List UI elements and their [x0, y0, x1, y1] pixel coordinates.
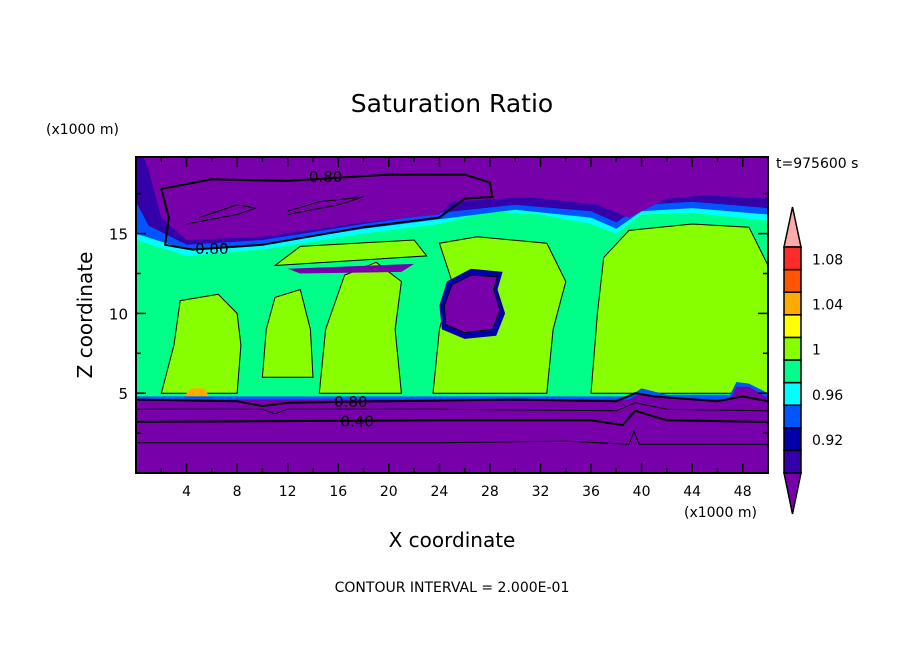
x-tick-label: 44: [683, 484, 701, 500]
contour-line: [160, 173, 494, 251]
x-tick-label: 28: [481, 484, 499, 500]
colorbar-swatch: [783, 268, 802, 293]
x-tick-label: 16: [329, 484, 347, 500]
x-axis: 4 8 12 16 20 24 28 32 36 40 44 48: [160, 157, 752, 500]
colorbar-swatch: [783, 381, 802, 406]
contour-interval-footer: CONTOUR INTERVAL = 2.000E-01: [335, 580, 570, 596]
contour-label: 0.80: [334, 393, 367, 411]
x-tick-label: 48: [734, 484, 752, 500]
colorbar-swatch: [783, 427, 802, 452]
x-tick-label: 4: [182, 484, 191, 500]
colorbar-swatch: [783, 336, 802, 361]
x-tick-label: 20: [380, 484, 398, 500]
time-label: t=975600 s: [776, 156, 858, 172]
region-yellowgreen: [160, 293, 242, 394]
contour-line: [186, 204, 257, 225]
x-units-label: (x1000 m): [684, 505, 757, 521]
colorbar-extend-min: [783, 472, 802, 515]
region-purple-streak: [287, 263, 415, 274]
contour-label: 0.80: [195, 240, 228, 258]
colorbar-swatch: [783, 291, 802, 316]
region-yellowgreen: [261, 288, 314, 378]
region-yellowgreen: [590, 223, 768, 394]
y-axis-label: Z coordinate: [73, 252, 97, 379]
chart-title: Saturation Ratio: [351, 89, 553, 118]
y-tick-label: 10: [109, 305, 128, 323]
contour-line-0.80: [136, 392, 768, 408]
colorbar-swatch: [783, 449, 802, 474]
x-tick-label: 40: [633, 484, 651, 500]
region-orange: [184, 388, 210, 397]
y-axis: 5 10 15: [109, 192, 768, 434]
x-tick-label: 36: [582, 484, 600, 500]
colorbar-swatch: [783, 359, 802, 384]
contour-field: 0.800.800.800.40: [136, 157, 768, 473]
x-axis-label: X coordinate: [389, 528, 516, 552]
x-tick-label: 24: [430, 484, 448, 500]
colorbar-swatch: [783, 314, 802, 339]
colorbar-label: 1: [812, 343, 821, 359]
colorbar-label: 1.08: [812, 252, 843, 268]
colorbar-swatch: [783, 246, 802, 271]
colorbar: 0.92 0.96 1 1.04 1.08: [783, 206, 843, 515]
region-purple-pocket: [443, 274, 501, 334]
colorbar-label: 0.92: [812, 433, 843, 449]
region-yellowgreen: [273, 239, 428, 267]
region-purple-top: [143, 157, 768, 240]
x-tick-label: 8: [233, 484, 242, 500]
colorbar-swatch: [783, 404, 802, 429]
y-tick-label: 15: [109, 226, 128, 244]
plot-frame: [135, 156, 769, 474]
colorbar-label: 1.04: [812, 298, 843, 314]
region-purple-bottom: [136, 386, 768, 473]
y-tick-label: 5: [118, 385, 128, 403]
colorbar-label: 0.96: [812, 388, 843, 404]
y-units-label: (x1000 m): [46, 122, 119, 138]
contour-line: [136, 430, 768, 445]
contour-label: 0.40: [340, 412, 373, 430]
colorbar-extend-max: [783, 206, 802, 248]
x-tick-label: 12: [279, 484, 297, 500]
x-tick-label: 32: [532, 484, 550, 500]
contour-line: [136, 402, 768, 415]
contour-line: [287, 196, 364, 215]
contour-line-0.40: [136, 409, 768, 427]
contour-label: 0.80: [309, 168, 342, 186]
